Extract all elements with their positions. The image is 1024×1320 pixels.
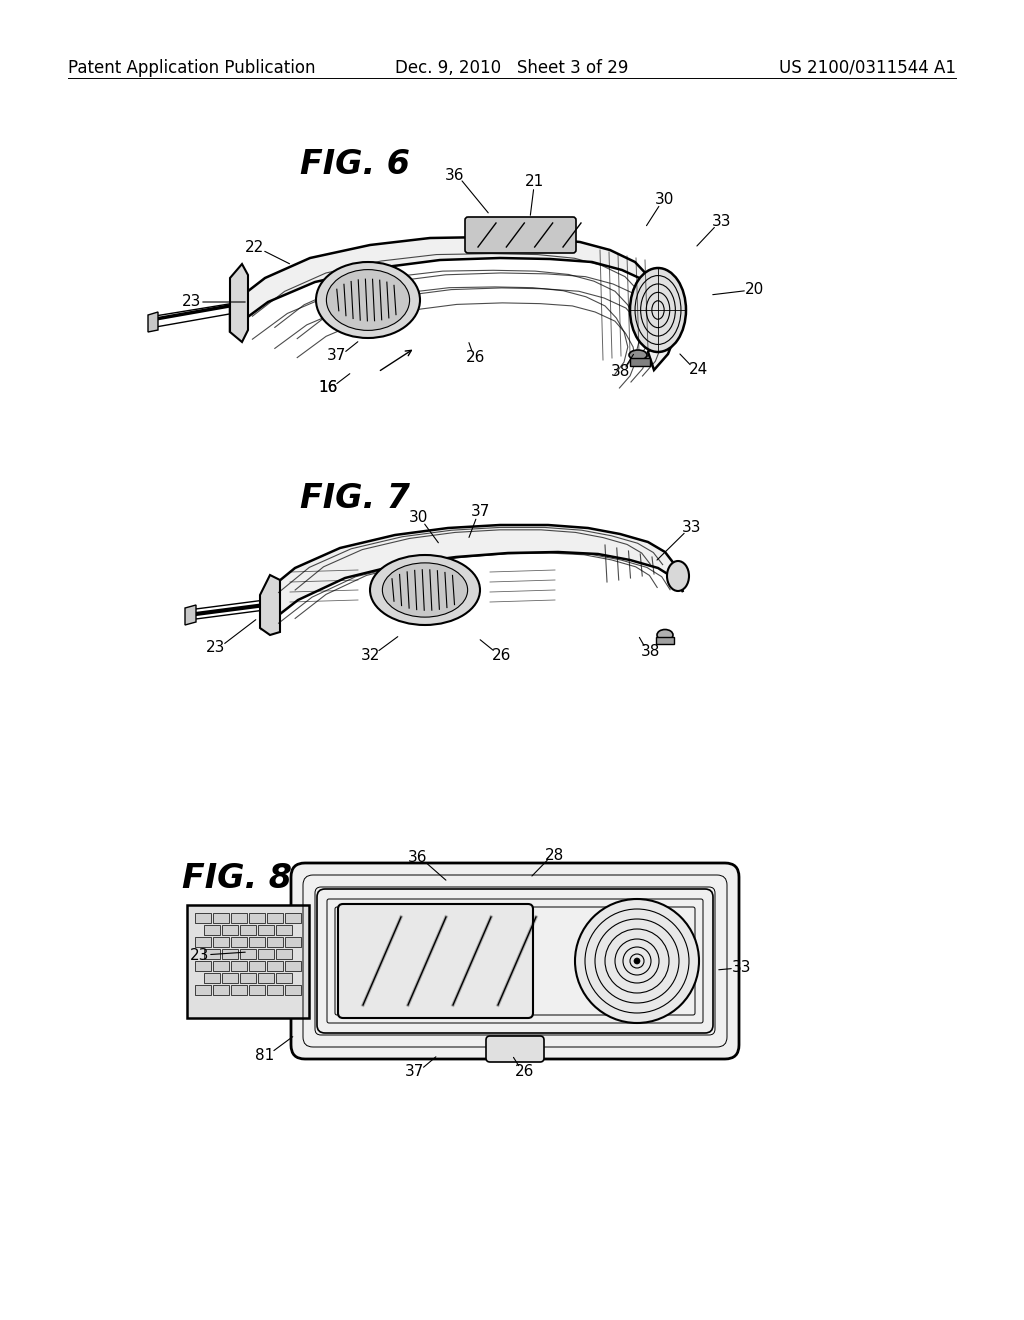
Text: 30: 30 — [655, 193, 675, 207]
Polygon shape — [262, 525, 683, 628]
Text: 23: 23 — [206, 640, 225, 656]
FancyBboxPatch shape — [338, 904, 534, 1018]
Text: FIG. 8: FIG. 8 — [182, 862, 292, 895]
Text: 37: 37 — [328, 348, 347, 363]
Bar — [204, 925, 220, 935]
Bar — [213, 985, 229, 995]
Text: 26: 26 — [515, 1064, 535, 1080]
Text: 28: 28 — [546, 847, 564, 862]
Text: US 2100/0311544 A1: US 2100/0311544 A1 — [779, 59, 956, 77]
Bar — [222, 949, 238, 960]
Text: Patent Application Publication: Patent Application Publication — [68, 59, 315, 77]
Bar — [231, 913, 247, 923]
Bar — [630, 358, 650, 366]
Circle shape — [575, 899, 699, 1023]
Text: FIG. 6: FIG. 6 — [300, 149, 410, 181]
Text: 26: 26 — [466, 351, 485, 366]
Bar — [231, 985, 247, 995]
Polygon shape — [230, 264, 248, 342]
Bar — [258, 973, 274, 983]
Text: 30: 30 — [409, 511, 428, 525]
Bar — [240, 973, 256, 983]
Bar — [249, 937, 265, 946]
Text: 32: 32 — [360, 648, 380, 663]
Bar — [656, 638, 674, 644]
FancyBboxPatch shape — [465, 216, 575, 253]
Bar — [204, 949, 220, 960]
Bar — [267, 913, 283, 923]
Bar — [204, 973, 220, 983]
Text: 20: 20 — [745, 282, 765, 297]
Circle shape — [634, 958, 640, 964]
Bar — [285, 985, 301, 995]
Text: 21: 21 — [525, 174, 545, 190]
Text: 24: 24 — [688, 363, 708, 378]
Bar — [267, 985, 283, 995]
Text: 22: 22 — [246, 240, 264, 256]
Bar — [195, 937, 211, 946]
Bar — [276, 973, 292, 983]
Text: 38: 38 — [610, 364, 630, 380]
Ellipse shape — [667, 561, 689, 591]
Bar — [285, 937, 301, 946]
Ellipse shape — [629, 350, 647, 360]
Bar — [222, 925, 238, 935]
Text: 23: 23 — [190, 948, 210, 962]
Ellipse shape — [316, 261, 420, 338]
Bar — [195, 913, 211, 923]
Bar — [285, 961, 301, 972]
Text: FIG. 7: FIG. 7 — [300, 482, 410, 515]
Text: 23: 23 — [182, 294, 202, 309]
Bar — [213, 961, 229, 972]
Bar — [240, 949, 256, 960]
Bar — [267, 937, 283, 946]
FancyBboxPatch shape — [291, 863, 739, 1059]
Bar — [258, 925, 274, 935]
Text: 33: 33 — [682, 520, 701, 536]
Text: 81: 81 — [255, 1048, 274, 1063]
Bar — [231, 937, 247, 946]
Bar — [213, 937, 229, 946]
Bar — [213, 913, 229, 923]
Text: 36: 36 — [409, 850, 428, 866]
Bar — [231, 961, 247, 972]
Polygon shape — [230, 238, 675, 370]
Text: 33: 33 — [732, 961, 752, 975]
Text: 33: 33 — [713, 214, 732, 230]
Bar — [249, 913, 265, 923]
Ellipse shape — [370, 554, 480, 624]
Ellipse shape — [657, 630, 673, 640]
Text: 36: 36 — [445, 168, 465, 182]
Text: 38: 38 — [640, 644, 659, 660]
Ellipse shape — [382, 562, 468, 618]
Polygon shape — [185, 605, 196, 624]
Bar — [249, 961, 265, 972]
Text: 37: 37 — [406, 1064, 425, 1080]
Ellipse shape — [630, 268, 686, 352]
Text: 37: 37 — [470, 504, 489, 520]
Bar — [258, 949, 274, 960]
Polygon shape — [148, 312, 158, 333]
Bar — [267, 961, 283, 972]
Bar — [249, 985, 265, 995]
Bar — [276, 925, 292, 935]
Bar — [276, 949, 292, 960]
Polygon shape — [260, 576, 280, 635]
Text: Dec. 9, 2010   Sheet 3 of 29: Dec. 9, 2010 Sheet 3 of 29 — [395, 59, 629, 77]
Bar — [187, 906, 309, 1018]
Bar — [195, 961, 211, 972]
Ellipse shape — [327, 269, 410, 330]
Text: 16: 16 — [318, 380, 338, 396]
Bar — [240, 925, 256, 935]
Bar — [195, 985, 211, 995]
FancyBboxPatch shape — [486, 1036, 544, 1063]
Text: 16: 16 — [318, 380, 338, 396]
Bar — [222, 973, 238, 983]
Text: 26: 26 — [493, 648, 512, 663]
Bar — [285, 913, 301, 923]
